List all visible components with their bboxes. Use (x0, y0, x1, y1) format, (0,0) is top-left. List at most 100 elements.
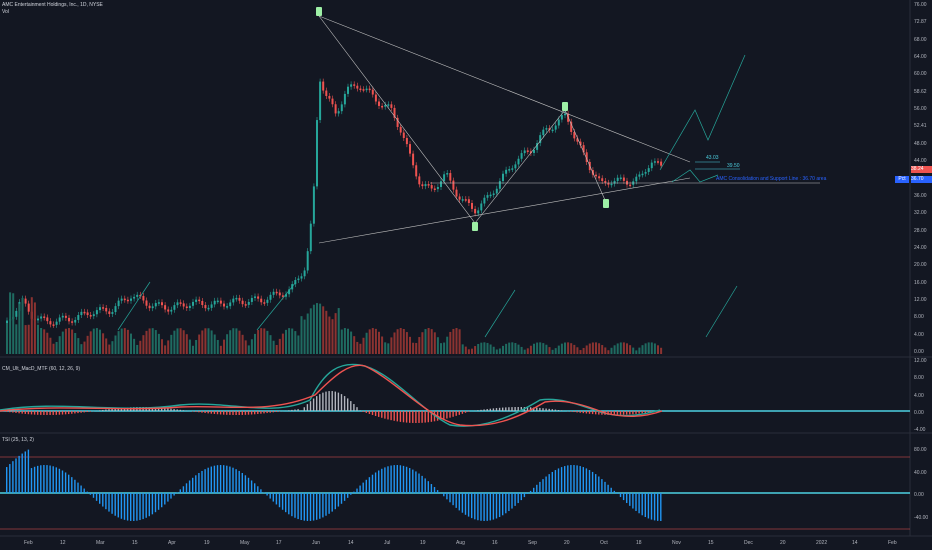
tsi-hist-bar (257, 486, 259, 493)
volume-bar (114, 335, 117, 354)
tsi-hist-bar (319, 493, 321, 519)
volume-bar (387, 343, 390, 354)
tsi-hist-bar (427, 481, 429, 493)
macd-hist-bar (263, 411, 265, 414)
volume-bar (517, 344, 520, 354)
macd-hist-bar (9, 411, 11, 413)
volume-bar (629, 345, 632, 354)
time-label: Mar (96, 540, 105, 546)
volume-bar (145, 330, 148, 354)
marker-low-aug (472, 222, 478, 231)
macd-hist-bar (644, 411, 646, 413)
macd-hist-bar (647, 411, 650, 413)
volume-bar (207, 328, 210, 354)
volume-bar (619, 342, 622, 354)
time-label: 16 (492, 540, 498, 546)
tsi-hist-bar (219, 465, 222, 493)
tsi-hist-bar (545, 476, 547, 493)
tsi-hist-bar (114, 493, 116, 516)
volume-bar (489, 344, 492, 354)
macd-hist-bar (291, 409, 293, 411)
tsi-hist-bar (325, 493, 327, 516)
axis-tick: 0.00 (914, 409, 924, 416)
tsi-hist-bar (384, 467, 386, 493)
macd-hist-bar (585, 411, 588, 414)
macd-hist-bar (362, 411, 364, 412)
macd-hist-bar (430, 411, 433, 422)
tsi-hist-bar (49, 465, 51, 493)
tsi-hist-bar (505, 493, 507, 514)
tsi-hist-bar (588, 470, 591, 493)
tsi-hist-bar (185, 483, 188, 493)
tsi-hist-bar (136, 493, 138, 521)
time-label: 15 (708, 540, 714, 546)
volume-bar (390, 337, 393, 354)
macd-hist-bar (27, 411, 30, 415)
tsi-hist-bar (117, 493, 119, 518)
macd-hist-bar (272, 411, 274, 413)
volume-bar (27, 324, 30, 354)
volume-bar (40, 328, 43, 354)
volume-bar (77, 338, 80, 354)
macd-hist-bar (610, 411, 612, 415)
macd-hist-bar (396, 411, 398, 422)
tsi-hist-bar (542, 479, 544, 493)
macd-hist-bar (204, 411, 206, 414)
volume-bar (526, 348, 529, 354)
axis-tick: 16.00 (914, 279, 927, 286)
volume-bar (176, 328, 179, 354)
tsi-hist-bar (362, 482, 364, 493)
macd-hist-bar (458, 411, 460, 415)
tsi-hist-bar (626, 493, 628, 504)
macd-hist-bar (201, 411, 203, 413)
axis-tick: 68.00 (914, 36, 927, 43)
volume-bar (148, 328, 151, 354)
volume-bar (520, 346, 523, 354)
tsi-hist-bar (660, 493, 662, 521)
axis-tick: 48.00 (914, 140, 927, 147)
macd-hist-bar (508, 407, 510, 411)
macd-hist-bar (505, 407, 507, 411)
macd-hist-bar (108, 409, 110, 411)
pct-badge[interactable]: Pct (895, 176, 909, 183)
tsi-hist-bar (508, 493, 510, 512)
tsi-hist-bar (192, 477, 194, 493)
time-label: 14 (852, 540, 858, 546)
tsi-hist-bar (374, 472, 377, 493)
volume-bar (18, 303, 21, 354)
volume-bar (653, 343, 656, 354)
tsi-hist-bar (486, 493, 488, 521)
volume-bar (260, 328, 263, 354)
volume-bar (474, 346, 477, 354)
volume-bar (126, 329, 129, 354)
volume-bar (598, 343, 601, 354)
macd-hist-bar (288, 410, 290, 411)
tsi-hist-bar (337, 493, 340, 507)
axis-tick: 58.62 (914, 88, 927, 95)
tsi-hist-bar (207, 467, 209, 493)
macd-hist-bar (294, 409, 296, 411)
macd-hist-bar (260, 411, 262, 414)
time-label: 12 (60, 540, 66, 546)
volume-bar (409, 336, 411, 354)
tsi-hist-bar (316, 493, 318, 520)
tsi-hist-bar (285, 493, 287, 513)
volume-bar (514, 343, 517, 354)
tsi-hist-bar (95, 493, 98, 501)
macd-hist-bar (102, 409, 104, 411)
tsi-hist-bar (595, 474, 597, 493)
volume-bar (30, 297, 33, 354)
tsi-hist-bar (471, 493, 473, 519)
tsi-hist-bar (347, 493, 349, 498)
tsi-hist-bar (123, 493, 126, 520)
tsi-hist-bar (474, 493, 476, 520)
axis-tick: 4.00 (914, 392, 924, 399)
time-label: 20 (780, 540, 786, 546)
tsi-hist-bar (390, 465, 392, 493)
tsi-histogram (6, 449, 662, 521)
macd-hist-bar (46, 411, 48, 415)
macd-hist-bar (393, 411, 395, 421)
volume-bar (250, 339, 253, 354)
volume-bar (328, 316, 331, 354)
